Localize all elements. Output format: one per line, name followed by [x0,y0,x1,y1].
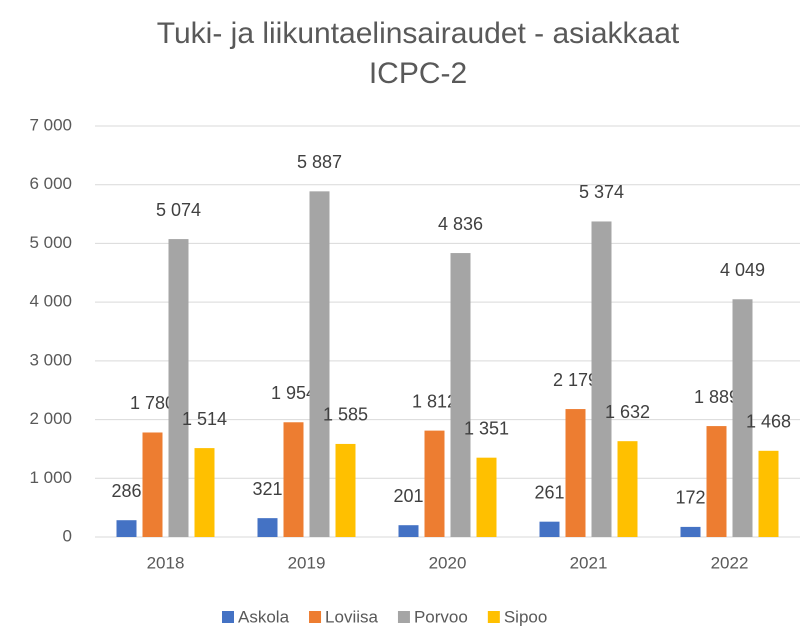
bar [424,430,445,537]
x-tick-label: 2020 [429,553,467,572]
data-label: 2 179 [553,370,598,390]
x-tick-label: 2021 [570,553,608,572]
bar [309,191,330,537]
data-label: 1 351 [464,418,509,438]
x-tick-label: 2022 [711,553,749,572]
bar [116,520,137,537]
data-label: 1 780 [130,393,175,413]
data-label: 201 [393,486,423,506]
legend-label: Askola [238,607,290,626]
y-tick-label: 1 000 [29,468,72,487]
data-label: 4 049 [720,260,765,280]
data-label: 321 [252,479,282,499]
data-label: 1 954 [271,383,316,403]
data-label: 1 468 [746,412,791,432]
data-label: 1 632 [605,402,650,422]
data-label: 1 812 [412,391,457,411]
bar [680,526,701,537]
data-label: 5 374 [579,182,624,202]
bar [257,518,278,537]
bar [450,253,471,537]
chart-title: ICPC-2 [369,57,467,90]
legend-swatch [397,611,410,623]
data-label: 5 074 [156,200,201,220]
bar [732,299,753,537]
legend-swatch [222,611,234,623]
y-tick-label: 6 000 [29,174,72,193]
chart-title: Tuki- ja liikuntaelinsairaudet - asiakka… [157,17,680,50]
y-tick-label: 4 000 [29,292,72,311]
x-tick-label: 2018 [147,553,185,572]
legend-label: Porvoo [414,607,468,626]
bar [335,443,356,537]
legend-label: Sipoo [504,607,547,626]
legend-swatch [487,611,500,623]
x-tick-label: 2019 [288,553,326,572]
bar [758,450,779,537]
bar [591,221,612,537]
bar [142,432,163,537]
data-label: 1 585 [323,405,368,425]
y-tick-label: 0 [63,526,72,545]
bar [283,422,304,537]
y-tick-label: 5 000 [29,233,72,252]
legend-swatch [309,611,322,623]
y-tick-label: 3 000 [29,350,72,369]
bar [617,441,638,537]
data-label: 1 514 [182,409,227,429]
legend-label: Loviisa [325,607,378,626]
data-label: 4 836 [438,214,483,234]
y-tick-label: 2 000 [29,409,72,428]
bar [398,525,419,537]
bar [706,426,727,537]
data-label: 286 [111,481,141,501]
y-tick-label: 7 000 [29,115,72,134]
bar [476,457,497,537]
data-label: 261 [534,482,564,502]
bar [539,521,560,537]
data-label: 5 887 [297,152,342,172]
data-label: 172 [675,488,705,508]
bar [194,448,215,537]
bar [565,409,586,537]
bar [168,239,189,537]
data-label: 1 889 [694,387,739,407]
